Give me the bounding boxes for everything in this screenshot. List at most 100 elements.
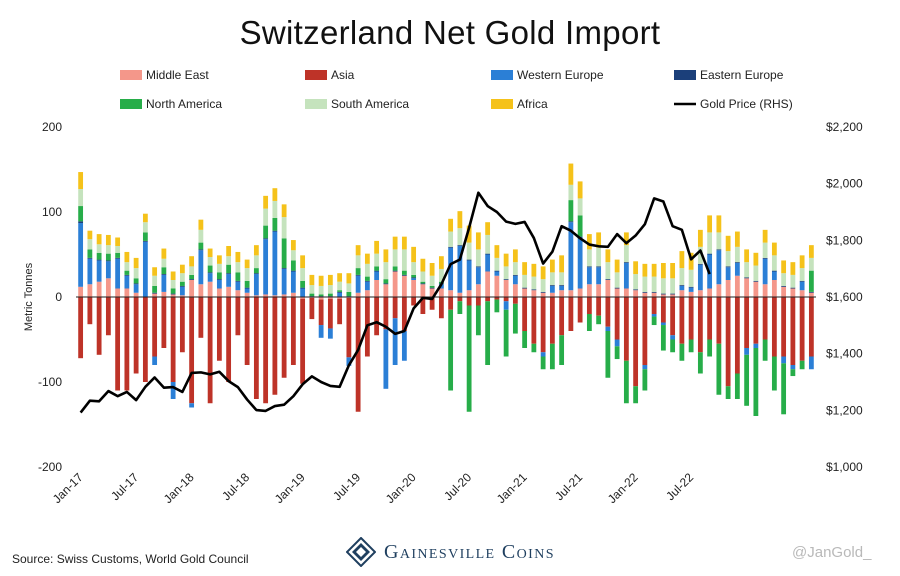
bar-segment [300,288,306,297]
bar-segment [272,188,278,201]
bar-segment [244,288,250,293]
bar-segment [725,267,731,280]
bar-segment [87,230,93,240]
bar-segment [337,292,343,297]
bar-segment [512,262,518,275]
bar-segment [253,297,259,399]
bar-segment [105,245,111,254]
bar-segment [586,249,592,267]
bar-segment [734,373,740,399]
bar-segment [568,184,574,201]
bar-segment [420,258,426,272]
bar-segment [244,287,250,289]
bar-segment [457,297,463,302]
bar-segment [170,280,176,289]
bar-segment [87,284,93,297]
bar-segment [392,270,398,272]
bar-segment [522,331,528,348]
bar-segment [503,279,509,280]
bar-segment [568,297,574,331]
bar-segment [596,266,602,268]
bar-segment [318,299,324,326]
bar-segment [586,284,592,297]
legend-label: Gold Price (RHS) [700,97,793,111]
bar-segment [512,274,518,276]
bar-segment [355,275,361,293]
bar-segment [790,369,796,377]
bar-segment [198,250,204,285]
bar-segment [485,301,491,365]
x-tick-label: Jan-17 [50,470,86,506]
bar-segment [216,288,222,297]
bar-segment [781,273,787,286]
bar-segment [216,255,222,264]
bar-segment [161,274,167,275]
legend-swatch [674,70,696,80]
bar-segment [327,298,333,329]
bar-segment [660,297,666,323]
bar-segment [346,357,352,366]
bar-segment [623,360,629,404]
bar-segment [623,288,629,297]
bar-segment [364,263,370,277]
bar-segment [799,280,805,282]
bar-segment [207,272,213,274]
bar-segment [688,339,694,353]
bar-segment [364,253,370,264]
bar-segment [466,259,472,261]
bar-segment [642,292,648,297]
y2-tick-label: $2,200 [826,120,863,134]
bar-segment [207,265,213,273]
bar-segment [133,268,139,279]
bar-segment [753,252,759,266]
bar-segment [642,263,648,277]
bar-segment [716,250,722,285]
bar-segment [799,290,805,297]
bar-segment [707,215,713,233]
bar-segment [263,239,269,295]
bar-segment [725,235,731,252]
bar-segment [522,287,528,289]
bar-segment [374,270,380,272]
bar-segment [263,297,269,404]
bar-segment [448,309,454,391]
bar-segment [392,318,398,365]
bar-segment [327,293,333,297]
y-axis-label: Metric Tonnes [23,262,35,331]
y-tick-label: 200 [42,120,62,134]
bar-segment [540,356,546,370]
bar-segment [522,262,528,275]
bar-segment [790,287,796,289]
bar-segment [596,232,602,248]
x-tick-label: Jul-18 [219,470,252,503]
bar-segment [327,274,333,286]
bar-segment [420,284,426,297]
bar-segment [383,284,389,297]
bar-segment [272,297,278,395]
bar-segment [522,297,528,331]
brand-name: Gainesville Coins [384,540,555,563]
legend-swatch [491,99,513,109]
x-tick-label: Jan-19 [272,470,308,506]
bar-segment [808,297,814,357]
bar-segment [642,369,648,391]
y2-tick-label: $1,000 [826,460,863,474]
bar-segment [309,293,315,297]
legend-swatch [120,70,142,80]
bar-segment [781,285,787,287]
bar-segment [189,279,195,280]
bar-segment [707,297,713,340]
bar-segment [300,280,306,288]
bar-segment [614,339,620,347]
x-tick-label: Jul-22 [663,470,696,503]
bar-segment [364,290,370,297]
bar-segment [586,266,592,268]
bar-segment [660,263,666,279]
x-tick-label: Jul-21 [552,470,585,503]
bar-segment [96,252,102,260]
bar-segment [762,242,768,258]
bar-segment [531,343,537,353]
bar-segment [170,297,176,382]
bar-segment [401,331,407,361]
